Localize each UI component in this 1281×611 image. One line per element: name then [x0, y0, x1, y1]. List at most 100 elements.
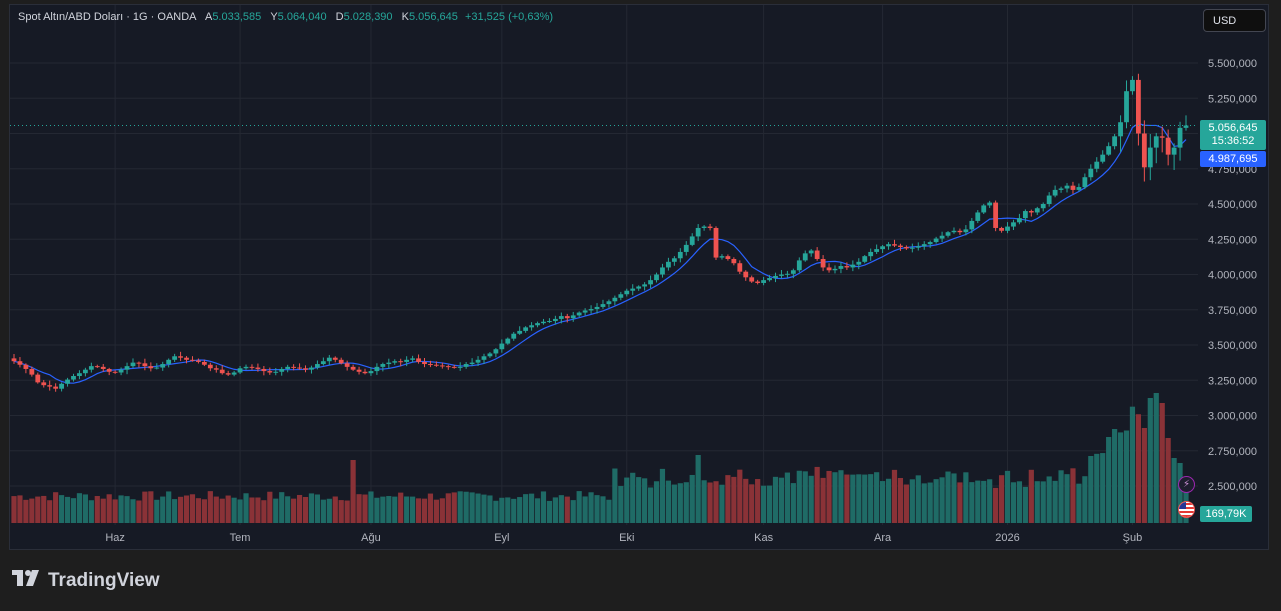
bolt-icon[interactable]: ⚡: [1178, 476, 1195, 493]
volume-bar: [689, 474, 695, 523]
candle-body: [921, 244, 927, 247]
volume-bar: [213, 496, 219, 523]
volume-bar: [612, 468, 618, 523]
volume-bar: [511, 498, 517, 523]
symbol-title[interactable]: Spot Altın/ABD Doları · 1G · OANDA: [18, 11, 196, 23]
volume-bar: [291, 498, 297, 523]
candle-body: [344, 363, 350, 367]
volume-bar: [409, 496, 416, 523]
candle-body: [1082, 177, 1088, 188]
volume-bar: [820, 477, 826, 523]
y-tick-label: 3.000,000: [1208, 411, 1257, 423]
candle-body: [350, 366, 356, 370]
candle-body: [844, 266, 850, 268]
volume-bar: [17, 495, 23, 523]
candle-body: [445, 366, 451, 368]
candle-body: [410, 358, 415, 360]
volume-bar: [523, 494, 529, 523]
volume-bar: [998, 475, 1005, 523]
volume-bar: [784, 472, 791, 523]
candle-body: [398, 361, 404, 363]
volume-bar: [148, 491, 154, 523]
volume-bar: [273, 498, 279, 523]
volume-bar: [755, 479, 761, 523]
candle-body: [927, 242, 933, 245]
candle-body: [892, 244, 897, 246]
volume-bar: [53, 492, 59, 523]
candle-body: [207, 364, 213, 369]
candle-body: [47, 385, 53, 387]
candle-body: [374, 366, 380, 372]
candle-body: [725, 256, 731, 259]
candle-body: [1124, 91, 1129, 123]
volume-bar: [915, 475, 921, 523]
volume-bar: [766, 485, 773, 523]
currency-button[interactable]: USD: [1203, 9, 1266, 32]
candle-body: [713, 227, 719, 258]
volume-bar: [1070, 468, 1076, 523]
open-label: A: [204, 11, 213, 23]
candle-body: [41, 382, 47, 386]
candle-body: [219, 369, 225, 374]
candle-body: [785, 273, 790, 275]
candle-body: [1058, 188, 1064, 190]
candle-body: [582, 310, 588, 313]
candlestick-chart[interactable]: 2.500,000 2.750,000 3.000,000 3.250,000 3.50…: [10, 5, 1268, 549]
candle-body: [648, 280, 653, 285]
candle-body: [1005, 226, 1010, 231]
candle-body: [124, 366, 130, 370]
x-tick-label: Kas: [754, 532, 773, 544]
volume-bar: [665, 480, 672, 523]
volume-bar: [487, 495, 493, 523]
x-tick-label: Ağu: [361, 532, 381, 544]
candle-body: [773, 275, 778, 279]
tradingview-logo[interactable]: TradingView: [12, 570, 160, 592]
candle-body: [184, 357, 189, 360]
candle-body: [945, 232, 951, 236]
candle-body: [475, 359, 481, 363]
volume-bar: [921, 483, 927, 523]
candle-body: [106, 368, 112, 372]
volume-bar: [302, 496, 309, 523]
volume-bar: [874, 472, 880, 523]
candle-body: [65, 379, 70, 384]
volume-bar: [844, 474, 850, 523]
candle-body: [1106, 146, 1112, 155]
volume-bar: [344, 500, 350, 523]
candle-body: [1141, 133, 1147, 168]
close-value: 5.056,645: [408, 11, 458, 23]
candle-body: [130, 362, 136, 367]
volume-bar: [945, 471, 951, 523]
volume-bar: [100, 498, 106, 523]
volume-bar: [814, 466, 820, 523]
volume-bar: [588, 492, 594, 523]
volume-bar: [761, 485, 767, 523]
candle-body: [987, 202, 993, 206]
candle-body: [1028, 211, 1034, 213]
volume-bar: [404, 496, 410, 523]
candle-body: [814, 250, 820, 259]
volume-bar: [1123, 430, 1130, 523]
volume-bar: [701, 480, 707, 523]
volume-bar: [172, 499, 178, 523]
volume-bar: [1058, 470, 1064, 523]
us-flag-icon[interactable]: [1178, 501, 1195, 518]
volume-bar: [368, 491, 374, 523]
volume-bar: [237, 499, 243, 523]
candle-body: [309, 367, 314, 370]
candle-body: [915, 246, 921, 248]
candle-body: [261, 368, 267, 372]
volume-bar: [624, 477, 630, 523]
volume-bar: [320, 499, 326, 523]
candle-body: [1070, 185, 1076, 190]
y-tick-label: 2.500,000: [1208, 481, 1257, 493]
y-tick-label: 4.500,000: [1208, 199, 1257, 211]
volume-bar: [517, 497, 523, 523]
volume-bar: [546, 500, 553, 523]
volume-bar: [231, 497, 237, 523]
candle-body: [1147, 147, 1153, 168]
volume-bar: [951, 473, 957, 523]
volume-bar: [1016, 481, 1023, 523]
volume-bar: [499, 497, 505, 523]
chart-panel[interactable]: 2.500,000 2.750,000 3.000,000 3.250,000 3.50…: [9, 4, 1269, 550]
